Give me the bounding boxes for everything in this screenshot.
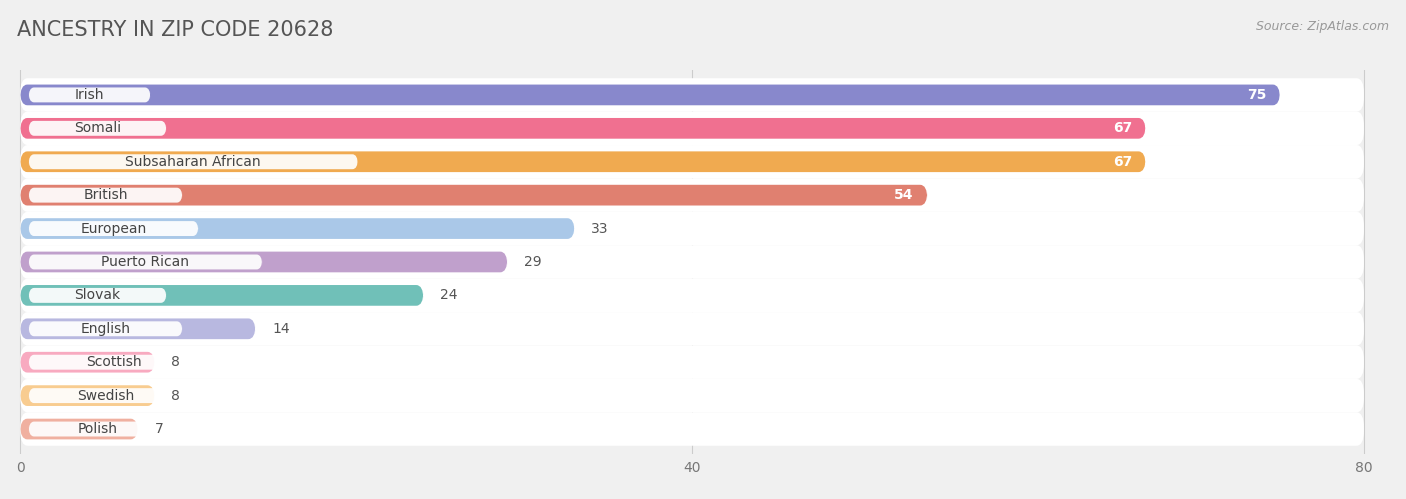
Text: Source: ZipAtlas.com: Source: ZipAtlas.com (1256, 20, 1389, 33)
Text: 54: 54 (894, 188, 914, 202)
FancyBboxPatch shape (20, 419, 138, 440)
FancyBboxPatch shape (28, 188, 183, 203)
Text: 7: 7 (155, 422, 163, 436)
FancyBboxPatch shape (28, 388, 183, 403)
Text: Scottish: Scottish (86, 355, 141, 369)
Text: Polish: Polish (77, 422, 118, 436)
FancyBboxPatch shape (20, 278, 1364, 312)
FancyBboxPatch shape (28, 355, 198, 370)
FancyBboxPatch shape (20, 118, 1146, 139)
FancyBboxPatch shape (28, 87, 150, 102)
FancyBboxPatch shape (20, 385, 155, 406)
Text: Subsaharan African: Subsaharan African (125, 155, 262, 169)
FancyBboxPatch shape (20, 151, 1146, 172)
Text: 29: 29 (524, 255, 541, 269)
FancyBboxPatch shape (20, 312, 1364, 345)
FancyBboxPatch shape (28, 154, 359, 169)
Text: British: British (83, 188, 128, 202)
FancyBboxPatch shape (20, 412, 1364, 446)
Text: Somali: Somali (75, 121, 121, 135)
FancyBboxPatch shape (28, 321, 183, 336)
FancyBboxPatch shape (20, 251, 508, 272)
FancyBboxPatch shape (20, 185, 927, 206)
Text: European: European (80, 222, 146, 236)
Text: 75: 75 (1247, 88, 1267, 102)
Text: 8: 8 (172, 355, 180, 369)
FancyBboxPatch shape (28, 422, 166, 437)
FancyBboxPatch shape (20, 145, 1364, 179)
FancyBboxPatch shape (20, 285, 423, 306)
FancyBboxPatch shape (28, 221, 198, 236)
FancyBboxPatch shape (28, 254, 262, 269)
FancyBboxPatch shape (20, 379, 1364, 412)
Text: Slovak: Slovak (75, 288, 121, 302)
Text: Puerto Rican: Puerto Rican (101, 255, 190, 269)
FancyBboxPatch shape (20, 212, 1364, 246)
FancyBboxPatch shape (20, 112, 1364, 145)
FancyBboxPatch shape (20, 352, 155, 373)
Text: 67: 67 (1114, 155, 1132, 169)
Text: Irish: Irish (75, 88, 104, 102)
Text: 14: 14 (273, 322, 290, 336)
Text: English: English (80, 322, 131, 336)
FancyBboxPatch shape (20, 78, 1364, 112)
Text: ANCESTRY IN ZIP CODE 20628: ANCESTRY IN ZIP CODE 20628 (17, 20, 333, 40)
Text: 33: 33 (592, 222, 609, 236)
FancyBboxPatch shape (20, 218, 575, 239)
Text: 67: 67 (1114, 121, 1132, 135)
FancyBboxPatch shape (28, 121, 166, 136)
Text: Swedish: Swedish (77, 389, 134, 403)
FancyBboxPatch shape (20, 318, 256, 339)
FancyBboxPatch shape (20, 179, 1364, 212)
Text: 8: 8 (172, 389, 180, 403)
FancyBboxPatch shape (20, 345, 1364, 379)
FancyBboxPatch shape (20, 246, 1364, 278)
FancyBboxPatch shape (20, 84, 1279, 105)
Text: 24: 24 (440, 288, 457, 302)
FancyBboxPatch shape (28, 288, 166, 303)
